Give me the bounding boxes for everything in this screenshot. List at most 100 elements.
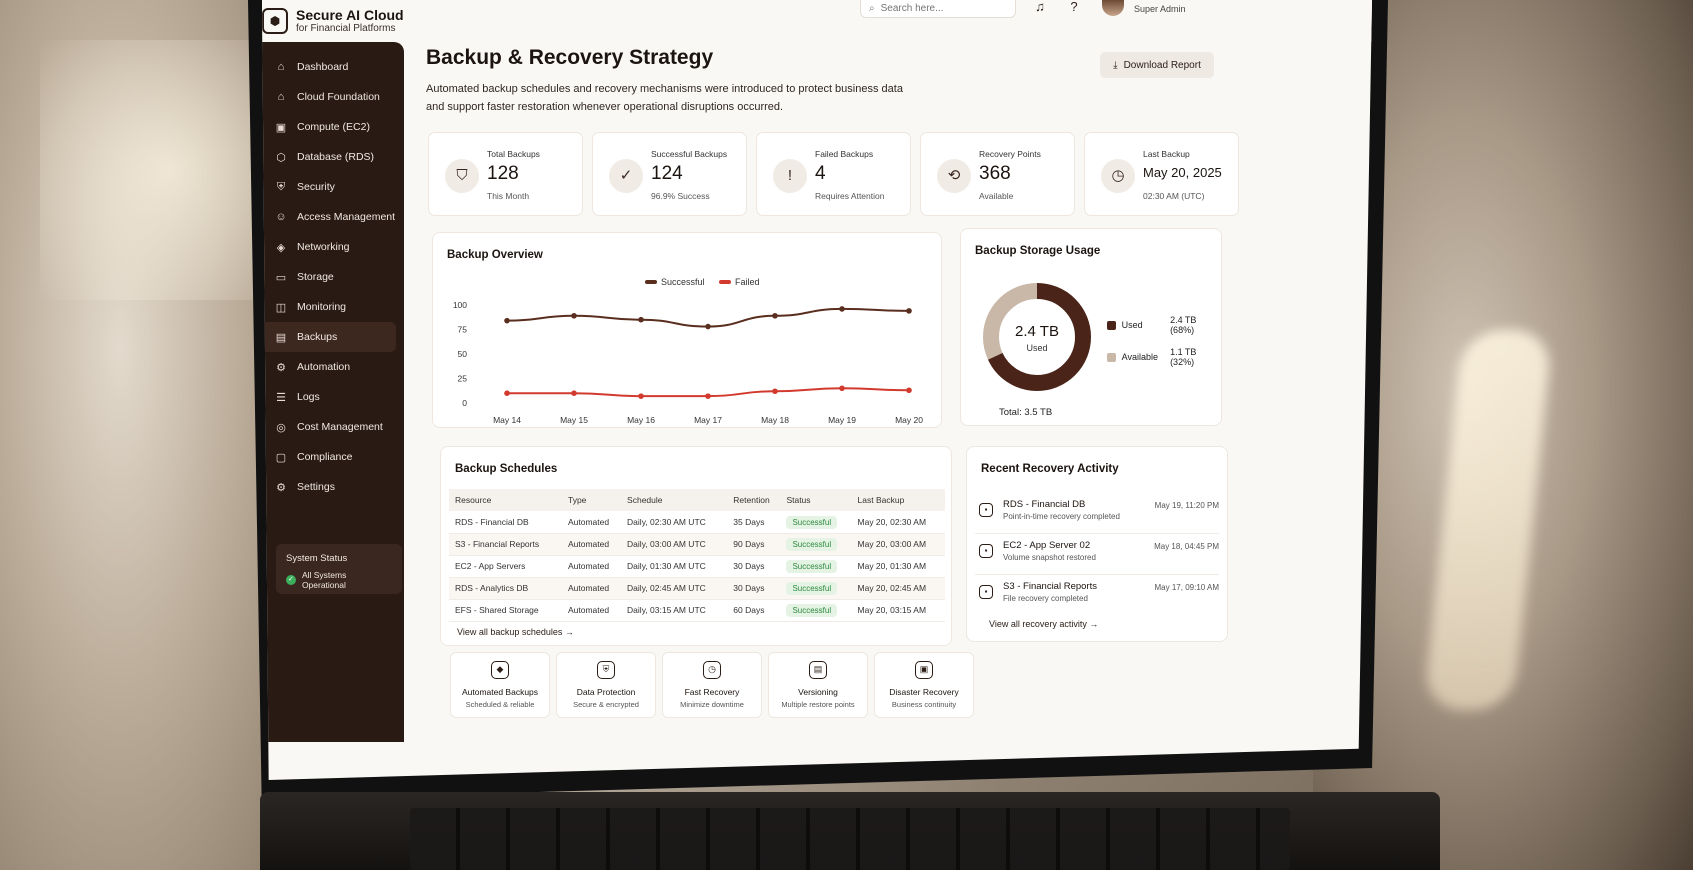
features-row: ◆ Automated Backups Scheduled & reliable ⛨ D… [450, 652, 974, 718]
recovery-item-title: EC2 - App Server 02 [1003, 540, 1091, 551]
table-header-row: Resource Type Schedule Retention Status Last … [449, 489, 945, 511]
table-cell: Automated [561, 533, 622, 556]
y-tick-label: 75 [458, 325, 468, 335]
data-point-successful[interactable] [839, 306, 845, 312]
app-logo[interactable]: ⬢ Secure AI Cloud for Financial Platform… [262, 0, 417, 42]
y-tick-label: 50 [458, 349, 468, 359]
data-point-successful[interactable] [772, 312, 778, 319]
x-tick-label: May 19 [828, 415, 856, 425]
table-cell: EC2 - App Servers [449, 555, 562, 578]
sidebar-item-backups[interactable]: ▤ Backups [262, 322, 396, 352]
recovery-item-desc: Volume snapshot restored [1003, 553, 1096, 562]
view-all-recovery-link[interactable]: View all recovery activity → [989, 619, 1099, 629]
table-cell: Automated [561, 599, 622, 622]
table-cell: 35 Days [727, 511, 781, 534]
data-point-successful[interactable] [638, 316, 644, 323]
laptop-screen: ⬢ Secure AI Cloud for Financial Platform… [262, 0, 1372, 780]
storage-legend-available: Available 1.1 TB (32%) [1107, 347, 1221, 367]
sidebar: ⌂ Dashboard ⌂ Cloud Foundation ▣ Compute (EC2… [262, 42, 404, 742]
legend-label-successful: Successful [661, 277, 705, 287]
table-row[interactable]: RDS - Analytics DB Automated Daily, 02:45 … [449, 577, 945, 600]
logs-icon: ☰ [276, 391, 286, 404]
sidebar-item-storage[interactable]: ▭ Storage [262, 262, 396, 292]
data-point-failed[interactable] [772, 388, 778, 395]
sidebar-item-cost-management[interactable]: ◎ Cost Management [262, 412, 396, 442]
shield-icon: ⛨ [597, 661, 615, 679]
download-icon: ⤓ [1113, 59, 1118, 71]
table-cell: Daily, 02:30 AM UTC [621, 511, 728, 534]
feature-sub: Secure & encrypted [573, 700, 639, 709]
sidebar-item-compute-ec2[interactable]: ▣ Compute (EC2) [262, 112, 396, 142]
stat-label: Total Backups [487, 149, 540, 159]
sidebar-item-monitoring[interactable]: ◫ Monitoring [262, 292, 396, 322]
help-icon[interactable]: ? [1070, 0, 1078, 14]
stat-card: ! Failed Backups 4 Requires Attention [756, 132, 911, 216]
search-input[interactable] [880, 3, 1001, 14]
stat-sub: 02:30 AM (UTC) [1143, 191, 1205, 201]
sidebar-item-networking[interactable]: ◈ Networking [262, 232, 396, 262]
data-point-failed[interactable] [638, 393, 644, 399]
download-report-button[interactable]: ⤓ Download Report [1100, 52, 1214, 78]
table-cell: Automated [561, 511, 622, 534]
sidebar-item-label: Compute (EC2) [297, 121, 370, 133]
shield-icon: ⛨ [276, 180, 286, 193]
data-point-failed[interactable] [571, 390, 577, 396]
recovery-item-time: May 18, 04:45 PM [1154, 542, 1219, 551]
avatar[interactable] [1102, 0, 1124, 16]
table-cell: Daily, 02:45 AM UTC [621, 577, 728, 600]
sidebar-item-dashboard[interactable]: ⌂ Dashboard [262, 52, 396, 82]
table-row[interactable]: EC2 - App Servers Automated Daily, 01:30 A… [449, 555, 945, 578]
stat-label: Last Backup [1143, 149, 1190, 159]
table-row[interactable]: EFS - Shared Storage Automated Daily, 03:1… [449, 599, 945, 622]
data-point-failed[interactable] [705, 393, 711, 399]
recovery-item[interactable]: ▪ EC2 - App Server 02 Volume snapshot rest… [979, 540, 1219, 578]
table-row[interactable]: S3 - Financial Reports Automated Daily, 03… [449, 533, 945, 556]
sidebar-nav: ⌂ Dashboard ⌂ Cloud Foundation ▣ Compute (EC2… [262, 52, 404, 502]
data-point-successful[interactable] [705, 323, 711, 330]
recovery-item[interactable]: ▪ RDS - Financial DB Point-in-time recover… [979, 499, 1219, 537]
data-point-failed[interactable] [504, 390, 510, 396]
sidebar-item-database-rds[interactable]: ⬡ Database (RDS) [262, 142, 396, 172]
view-all-schedules-link[interactable]: View all backup schedules → [457, 627, 574, 637]
feature-sub: Scheduled & reliable [465, 700, 535, 709]
feature-title: Automated Backups [461, 687, 539, 697]
legend-failed: Failed [719, 277, 760, 287]
stat-sub: Requires Attention [815, 191, 885, 201]
donut-slice-available[interactable] [983, 283, 1091, 391]
backup-overview-card: Backup Overview Successful Failed 100 75 5… [432, 232, 942, 428]
data-point-failed[interactable] [839, 385, 845, 392]
table-row[interactable]: RDS - Financial DB Automated Daily, 02:30 … [449, 511, 945, 534]
sidebar-item-logs[interactable]: ☰ Logs [262, 382, 396, 412]
data-point-failed[interactable] [906, 387, 912, 394]
storage-donut-chart [983, 283, 1091, 391]
sidebar-item-label: Security [297, 181, 335, 193]
recovery-item[interactable]: ▪ S3 - Financial Reports File recovery com… [979, 581, 1219, 619]
sidebar-item-cloud-foundation[interactable]: ⌂ Cloud Foundation [262, 82, 396, 112]
data-point-successful[interactable] [571, 312, 577, 319]
stat-label: Successful Backups [651, 149, 728, 159]
storage-usage-title: Backup Storage Usage [975, 245, 1101, 257]
sidebar-item-label: Access Management [297, 211, 396, 223]
legend-swatch-failed [719, 280, 731, 284]
storage-legend-available-label: Available [1121, 352, 1159, 362]
sidebar-item-label: Database (RDS) [297, 151, 375, 163]
bell-icon[interactable]: ♫ [1035, 0, 1045, 14]
sidebar-item-access-management[interactable]: ☺ Access Management [262, 202, 396, 232]
gear-icon: ⚙ [276, 481, 286, 494]
recovery-item-time: May 17, 09:10 AM [1154, 583, 1219, 592]
data-point-successful[interactable] [504, 317, 510, 324]
backup-schedules-title: Backup Schedules [455, 463, 558, 475]
column-header: Last Backup [851, 489, 945, 511]
stat-label: Failed Backups [815, 149, 874, 159]
backup-overview-title: Backup Overview [447, 249, 543, 261]
search-box[interactable]: ⌕ [860, 0, 1016, 18]
disaster-recovery-icon: ▣ [915, 661, 933, 679]
sidebar-item-compliance[interactable]: ▢ Compliance [262, 442, 396, 472]
sidebar-item-settings[interactable]: ⚙ Settings [262, 472, 396, 502]
sidebar-item-security[interactable]: ⛨ Security [262, 172, 396, 202]
divider [975, 574, 1219, 575]
sidebar-item-automation[interactable]: ⚙ Automation [262, 352, 396, 382]
failed-icon: ! [773, 159, 807, 193]
feature-card: ⛨ Data Protection Secure & encrypted [556, 652, 656, 718]
data-point-successful[interactable] [906, 308, 912, 314]
